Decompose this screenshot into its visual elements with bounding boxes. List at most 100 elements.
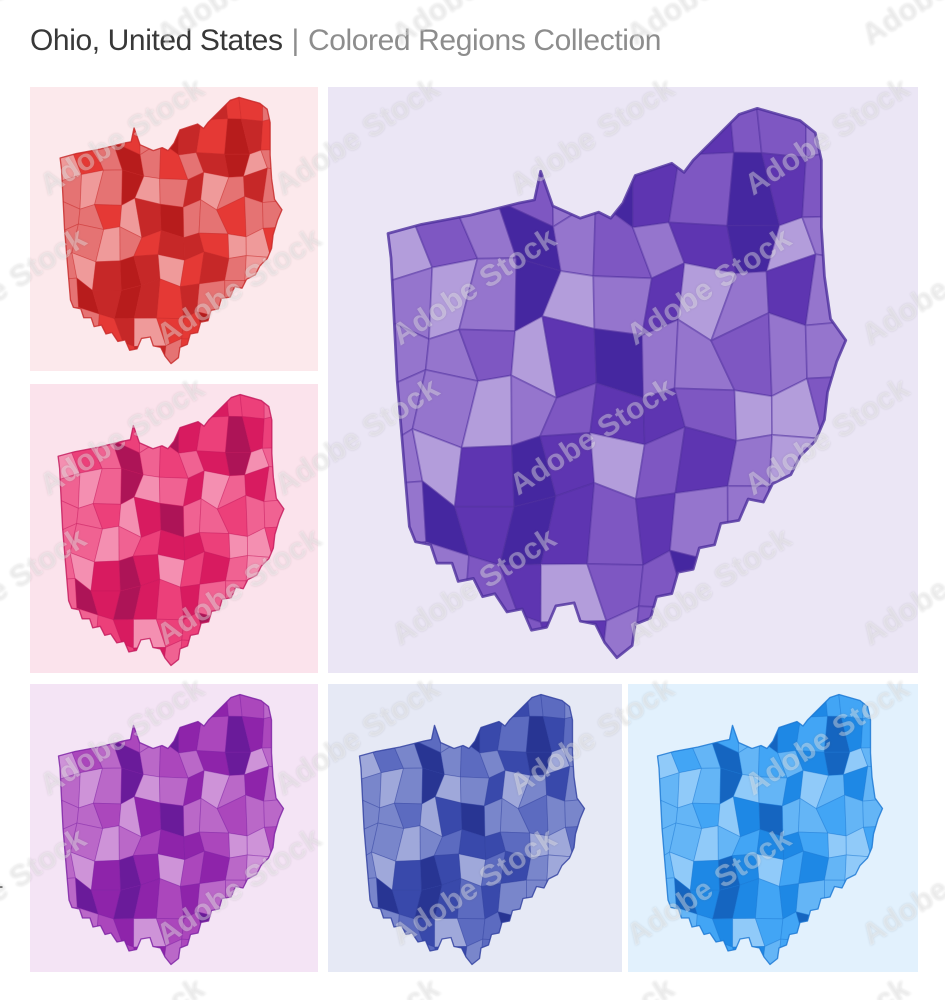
county-region — [241, 879, 270, 916]
ohio-county-map-blue — [656, 693, 884, 966]
county-region — [58, 907, 78, 937]
county-region — [196, 612, 227, 642]
county-region — [240, 310, 266, 344]
county-region — [58, 578, 78, 614]
county-region — [241, 611, 268, 646]
county-region — [60, 333, 84, 364]
county-region — [224, 910, 253, 940]
ohio-county-map-indigo — [358, 693, 586, 966]
county-region — [542, 879, 571, 916]
county-region — [539, 694, 566, 720]
county-region — [94, 942, 123, 965]
county-region — [225, 694, 243, 717]
county-region — [657, 933, 682, 965]
county-region — [196, 415, 230, 453]
county-region — [224, 611, 253, 640]
county-region — [90, 859, 121, 891]
county-region — [810, 484, 846, 558]
county-region — [726, 548, 783, 607]
county-region — [240, 279, 269, 315]
ohio-county-map-deep-purple — [386, 106, 848, 660]
county-region — [203, 635, 228, 666]
county-region — [241, 639, 272, 666]
county-region — [728, 108, 763, 154]
county-region — [711, 694, 739, 721]
county-region — [391, 859, 422, 891]
county-region — [134, 97, 162, 118]
county-region — [631, 605, 688, 658]
county-region — [265, 609, 284, 646]
county-region — [657, 877, 677, 913]
county-region — [266, 879, 284, 916]
county-region — [178, 694, 203, 718]
county-region — [68, 394, 95, 423]
county-region — [359, 877, 379, 913]
county-region — [567, 879, 585, 916]
title-region: Ohio, United States — [30, 24, 283, 57]
map-tile-blue — [628, 684, 918, 972]
county-region — [241, 579, 271, 617]
stock-credit-watermark: Adobe Stock | #767229911 — [0, 783, 3, 994]
county-region — [413, 694, 441, 721]
county-region — [58, 718, 70, 750]
county-region — [269, 852, 284, 885]
county-region — [113, 97, 141, 124]
county-region — [266, 579, 284, 617]
county-region — [202, 334, 227, 364]
county-region — [864, 909, 883, 945]
county-region — [71, 333, 98, 364]
map-tile-purple — [30, 684, 318, 972]
county-region — [60, 121, 71, 152]
county-region — [526, 694, 544, 717]
county-region — [196, 311, 226, 341]
county-region — [631, 108, 681, 157]
county-region — [60, 306, 80, 337]
county-region — [667, 718, 694, 746]
county-region — [196, 715, 229, 753]
state-border — [57, 393, 285, 667]
county-region — [92, 719, 121, 746]
county-region — [669, 549, 729, 610]
county-region — [479, 694, 504, 718]
county-region — [657, 718, 669, 750]
state-border — [386, 106, 848, 660]
state-border — [358, 693, 586, 966]
county-region — [777, 694, 802, 718]
county-region — [387, 157, 411, 220]
county-region — [564, 765, 585, 802]
county-region — [58, 694, 70, 721]
county-region — [359, 694, 371, 721]
county-region — [264, 309, 282, 344]
county-region — [564, 694, 585, 720]
county-region — [760, 548, 813, 617]
map-tile-red — [30, 87, 318, 371]
county-region — [178, 394, 203, 419]
county-region — [809, 613, 846, 658]
county-region — [460, 613, 519, 658]
county-region — [224, 97, 242, 120]
county-region — [228, 533, 248, 559]
county-region — [657, 694, 669, 721]
county-region — [562, 713, 585, 749]
county-region — [228, 832, 248, 859]
ohio-county-map-red — [59, 96, 283, 365]
adobe-stock-watermark: Adobe Stock — [856, 0, 945, 53]
county-region — [265, 643, 284, 666]
county-region — [196, 394, 230, 419]
county-region — [178, 938, 206, 965]
county-region — [261, 713, 284, 749]
county-region — [592, 108, 635, 151]
county-region — [862, 765, 883, 802]
county-region — [387, 108, 411, 162]
county-region — [267, 252, 282, 285]
county-region — [529, 832, 549, 859]
county-region — [804, 108, 846, 159]
county-region — [392, 694, 422, 723]
county-region — [69, 634, 97, 666]
county-region — [239, 394, 265, 420]
county-region — [68, 718, 95, 746]
county-region — [690, 694, 720, 723]
county-region — [758, 604, 820, 658]
county-region — [262, 167, 282, 203]
county-region — [262, 97, 282, 122]
